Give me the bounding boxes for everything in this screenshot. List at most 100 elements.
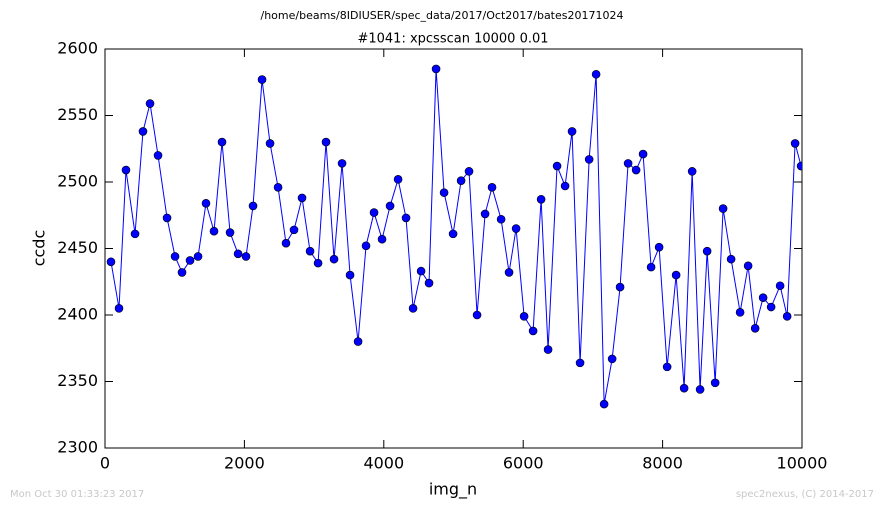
data-point [297, 193, 307, 203]
data-point [385, 201, 395, 211]
data-point [408, 304, 418, 313]
footer-right: spec2nexus, (C) 2014-2017 [736, 489, 874, 500]
data-point [796, 161, 802, 171]
data-point [646, 262, 656, 272]
data-point [591, 69, 601, 79]
y-tick-label: 2300 [57, 438, 98, 457]
x-tick-label: 6000 [503, 454, 544, 473]
data-point [162, 213, 172, 223]
x-axis-label: img_n [429, 480, 477, 500]
data-point [377, 234, 387, 244]
data-point [281, 238, 291, 248]
y-tick-label: 2400 [57, 305, 98, 324]
data-point [567, 127, 577, 136]
data-point [464, 167, 474, 176]
data-point [750, 323, 760, 333]
x-tick-label: 0 [100, 454, 110, 473]
data-point [201, 198, 211, 208]
data-point [623, 159, 633, 168]
data-point [560, 181, 570, 191]
data-point [735, 308, 745, 317]
data-point [431, 64, 441, 74]
data-point [575, 358, 585, 368]
data-point [353, 337, 363, 346]
data-point [416, 266, 426, 276]
data-point [687, 167, 697, 176]
data-point [257, 75, 267, 84]
data-point [225, 228, 235, 237]
data-point [130, 229, 140, 239]
data-point [528, 326, 538, 336]
data-line [110, 68, 802, 405]
data-point [439, 188, 449, 197]
data-point [496, 214, 506, 224]
y-tick-label: 2550 [57, 105, 98, 124]
data-point [401, 213, 411, 223]
data-point [758, 293, 768, 303]
data-point [782, 312, 792, 321]
data-point [654, 242, 664, 252]
y-tick-label: 2450 [57, 238, 98, 257]
data-point [679, 383, 689, 393]
data-point [504, 268, 514, 277]
data-point [369, 208, 379, 217]
data-point [543, 345, 553, 354]
data-point [584, 155, 594, 164]
x-tick-label: 2000 [224, 454, 265, 473]
data-point [631, 165, 641, 175]
y-tick-label: 2500 [57, 172, 98, 191]
data-point [170, 252, 180, 261]
x-tick-label: 4000 [363, 454, 404, 473]
data-point [209, 226, 219, 236]
data-point [424, 278, 434, 288]
data-point [321, 137, 331, 147]
data-point [702, 246, 712, 256]
data-point [615, 282, 625, 292]
data-point [480, 209, 490, 219]
data-point [695, 385, 705, 394]
data-point [337, 159, 347, 168]
data-point [313, 258, 323, 268]
data-point [766, 302, 776, 312]
data-point [671, 270, 681, 280]
x-tick-label: 8000 [642, 454, 683, 473]
data-point [329, 254, 339, 264]
data-point [106, 257, 116, 267]
data-point [511, 224, 521, 233]
data-point [743, 261, 753, 271]
data-point [487, 183, 497, 192]
data-point [607, 354, 617, 364]
data-point [177, 268, 187, 277]
data-point [193, 252, 203, 261]
data-point [185, 256, 195, 265]
data-point [121, 165, 131, 175]
data-point [775, 281, 785, 291]
data-point [145, 99, 155, 108]
data-point [393, 175, 403, 184]
y-axis-label: ccdc [30, 230, 49, 267]
data-point [519, 312, 529, 321]
data-point [790, 139, 800, 148]
data-point [662, 362, 672, 372]
data-point [456, 176, 466, 185]
data-point [233, 249, 243, 259]
data-point [599, 399, 609, 409]
y-tick-label: 2600 [57, 39, 98, 58]
suptitle: /home/beams/8IDIUSER/spec_data/2017/Oct2… [261, 9, 624, 22]
x-tick-label: 10000 [777, 454, 828, 473]
data-point [448, 229, 458, 239]
data-point [273, 183, 283, 192]
data-point [114, 304, 124, 313]
data-point [241, 252, 251, 261]
data-point [138, 127, 148, 136]
data-point [289, 225, 299, 235]
data-point [217, 137, 227, 147]
data-point [248, 201, 258, 211]
data-point [710, 378, 720, 388]
footer-left: Mon Oct 30 01:33:23 2017 [10, 489, 144, 500]
data-point [536, 194, 546, 204]
data-point [718, 204, 728, 213]
data-point [638, 149, 648, 159]
data-point [361, 241, 371, 251]
